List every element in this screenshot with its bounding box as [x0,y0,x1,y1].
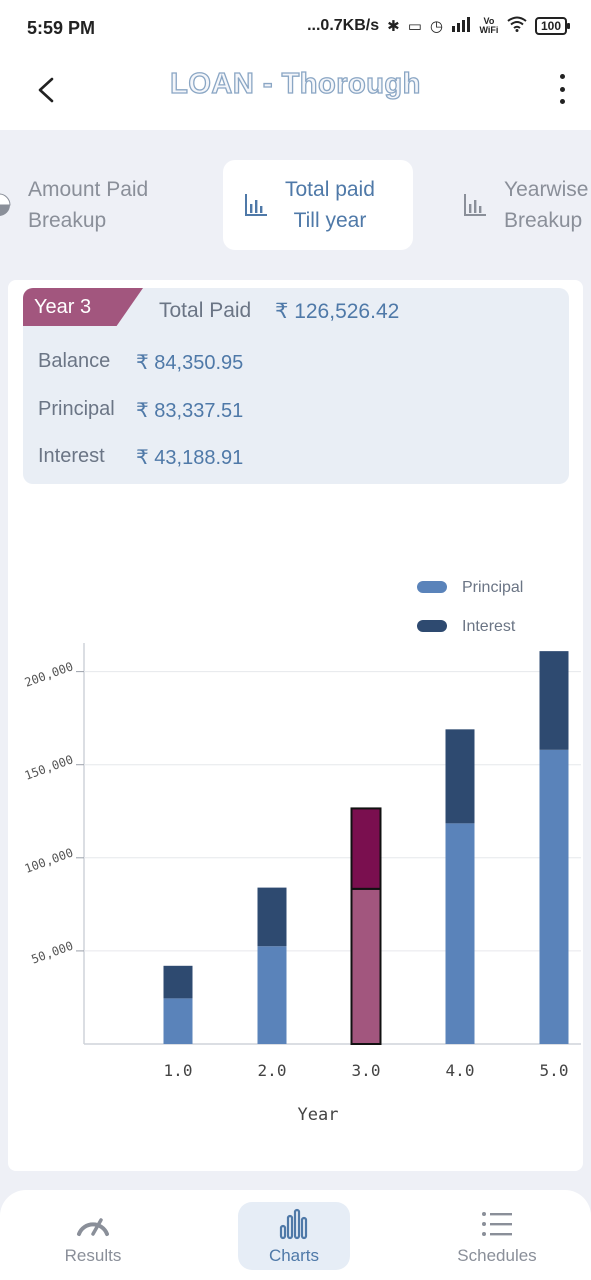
list-icon [482,1212,512,1236]
pie-chart-icon [0,193,11,216]
bar-chart-icon [464,194,486,216]
balance-row: Balance ₹ 84,350.95 [38,350,243,374]
balance-value: ₹ 84,350.95 [136,352,244,374]
bar-interest-3 [350,807,382,890]
bar-interest-4 [445,729,475,824]
nav-results[interactable]: Results [37,1202,149,1270]
principal-row: Principal ₹ 83,337.51 [38,398,243,422]
legend-swatch-interest [417,620,447,632]
bar-interest-5 [539,651,569,750]
legend-label-principal: Principal [462,579,523,596]
bar-interest-2 [257,887,287,947]
status-time: 5:59 PM [27,18,96,38]
y-tick-label: 50,000 [29,939,75,967]
tab-yearwise-breakup[interactable]: Yearwise Breakup [462,160,588,250]
tab-amount-line1: Amount Paid [28,178,149,201]
nav-charts-label: Charts [268,1246,320,1265]
stacked-bar-chart: 50,000 100,000 150,000 200,000 1.0 2.0 3.0 4.0 5… [23,579,581,1120]
balance-label: Balance [38,350,111,372]
tab-total-paid-till-year[interactable]: Total paid Till year [223,160,413,250]
bar-chart-icon [245,194,267,216]
x-tick-label: 4.0 [446,1061,475,1080]
nav-charts[interactable]: Charts [238,1202,350,1270]
nav-results-label: Results [64,1246,122,1265]
tab-amount-paid-breakup[interactable]: Amount Paid Breakup [0,160,148,250]
speedometer-icon [77,1218,109,1236]
vowifi-icon: Vo WiFi [479,16,499,35]
x-tick-label: 1.0 [164,1061,193,1080]
interest-row: Interest ₹ 43,188.91 [38,445,243,469]
status-icons: ...0.7KB/s ✱ ▭ ◷ Vo WiFi 100 [307,16,571,36]
y-tick-label: 100,000 [23,845,75,875]
tab-total-line1: Total paid [285,178,375,201]
total-paid-label: Total Paid [159,299,252,322]
bar-principal-2 [257,946,287,1044]
year-badge: Year 3 [23,288,143,326]
x-tick-label: 2.0 [258,1061,287,1080]
bar-principal-4 [445,823,475,1044]
principal-label: Principal [38,398,115,420]
chart-tabs: Amount Paid Breakup Total paid Till year… [0,130,591,280]
nav-schedules[interactable]: Schedules [441,1202,553,1270]
bar-chart-icon [279,1208,308,1240]
vibrate-icon: ▭ [407,18,422,35]
more-vertical-icon[interactable] [557,74,567,104]
y-tick-label: 200,000 [23,659,75,689]
bar-interest-1 [163,965,193,999]
back-arrow-icon[interactable] [34,76,58,104]
bluetooth-icon: ✱ [387,18,400,35]
legend-label-interest: Interest [462,618,516,635]
nav-schedules-label: Schedules [457,1246,537,1265]
interest-label: Interest [38,445,105,467]
bottom-navigation: Results Charts Schedules [0,1190,591,1280]
year-summary: Year 3 Total Paid ₹ 126,526.42 Balance ₹… [23,288,569,484]
x-tick-label: 3.0 [352,1061,381,1080]
total-paid-value: ₹ 126,526.42 [275,300,400,323]
wifi-icon [507,16,527,36]
tab-amount-line2: Breakup [28,209,107,232]
bar-principal-5 [539,749,569,1044]
bar-principal-3 [350,887,382,1045]
legend-swatch-principal [417,581,447,593]
chart-card: Year 3 Total Paid ₹ 126,526.42 Balance ₹… [8,280,583,1171]
network-speed: ...0.7KB/s [307,17,380,34]
bar-principal-1 [163,998,193,1044]
status-bar: 5:59 PM ...0.7KB/s ✱ ▭ ◷ Vo WiFi 100 [0,0,591,56]
principal-value: ₹ 83,337.51 [136,400,244,422]
alarm-icon: ◷ [429,18,443,35]
battery-indicator: 100 [534,17,571,35]
x-axis-label: Year [298,1105,339,1120]
x-tick-label: 5.0 [540,1061,569,1080]
interest-value: ₹ 43,188.91 [136,447,244,469]
y-tick-label: 150,000 [23,752,75,782]
page-title: LOAN - Thorough [169,67,421,100]
app-bar: LOAN - Thorough [0,56,591,130]
signal-icon [451,16,471,36]
tab-yearwise-line2: Breakup [504,209,583,232]
tab-yearwise-line1: Yearwise [504,178,589,201]
tab-total-line2: Till year [293,209,367,232]
